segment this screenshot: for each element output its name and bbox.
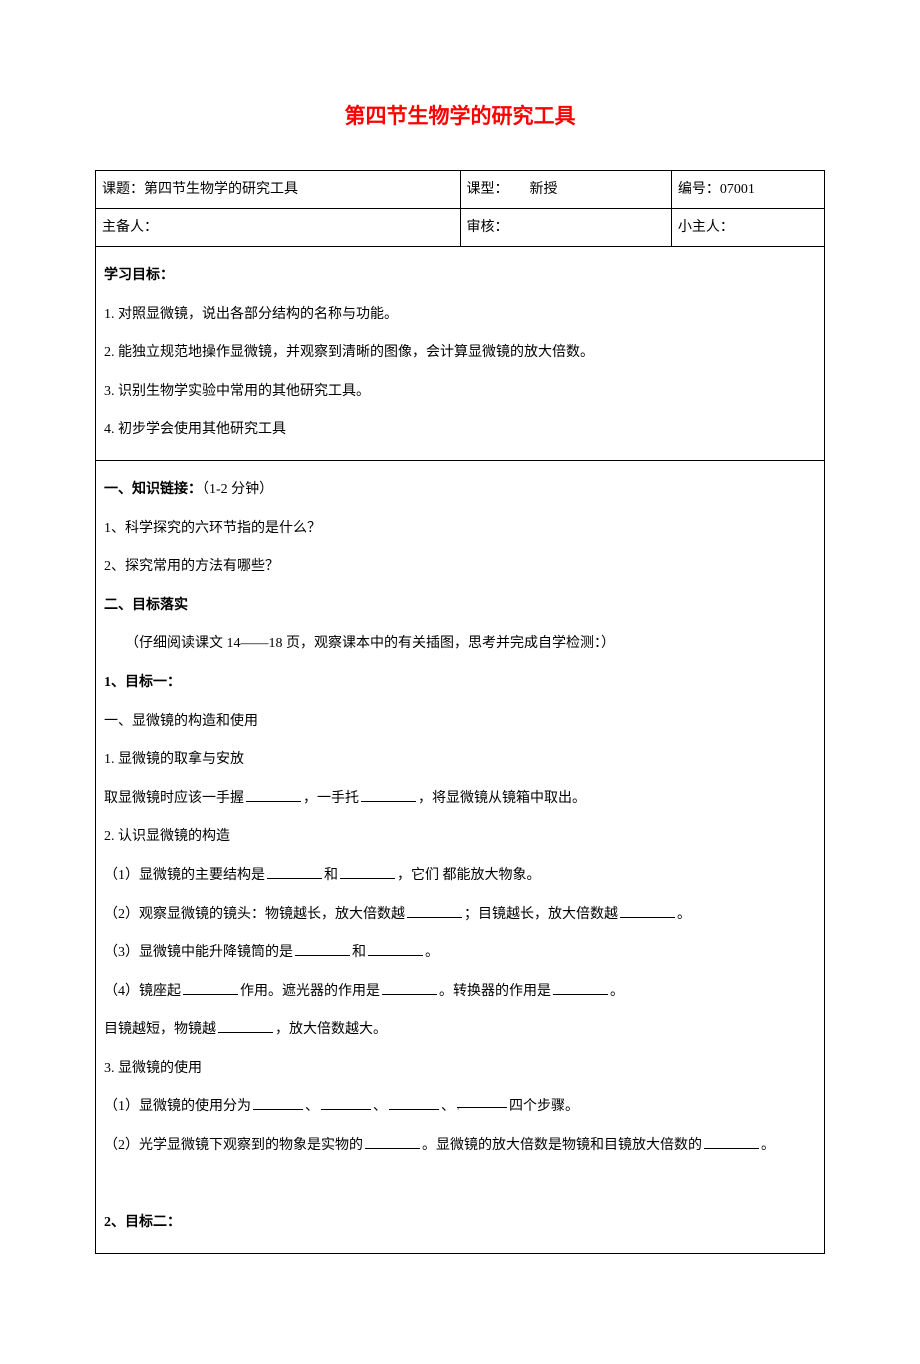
g1-p2-sub4: （4）镜座起 作用。遮光器的作用是 。转换器的作用是 。 — [104, 973, 816, 1012]
text-fragment: （2）观察显微镜的镜头：物镜越长，放大倍数越 — [104, 907, 405, 922]
s1-question-1: 1、科学探究的六环节指的是什么？ — [104, 510, 816, 549]
section-2-heading: 二、目标落实 — [104, 587, 816, 626]
blank-field[interactable] — [620, 904, 675, 918]
objectives-heading: 学习目标： — [104, 257, 816, 296]
text-fragment: 。 — [677, 907, 691, 922]
text-fragment: （1）显微镜的主要结构是 — [104, 868, 265, 883]
text-fragment: ，它们 都能放大物象。 — [397, 868, 541, 883]
g1-p3-sub2: （2）光学显微镜下观察到的物象是实物的 。显微镜的放大倍数是物镜和目镜放大倍数的 。 — [104, 1127, 816, 1166]
g1-point-2: 2. 认识显微镜的构造 — [104, 818, 816, 857]
g1-p3-sub1: （1）显微镜的使用分为、、、.四个步骤。 — [104, 1088, 816, 1127]
text-fragment: ，放大倍数越大。 — [275, 1022, 387, 1037]
blank-field[interactable] — [295, 942, 350, 956]
section-1-heading: 一、知识链接：（1-2 分钟） — [104, 471, 816, 510]
g1-point-1: 1. 显微镜的取拿与安放 — [104, 741, 816, 780]
reviewer-cell: 审核： — [460, 209, 671, 247]
blank-field[interactable] — [368, 942, 423, 956]
text-fragment: （4）镜座起 — [104, 984, 181, 999]
s1-question-2: 2、探究常用的方法有哪些？ — [104, 548, 816, 587]
text-fragment: 、 — [373, 1099, 387, 1114]
g1-p2-sub3: （3）显微镜中能升降镜筒的是 和 。 — [104, 934, 816, 973]
worksheet-table: 课题：第四节生物学的研究工具 课型： 新授 编号：07001 主备人： 审核： … — [95, 170, 825, 1254]
section-2-note: （仔细阅读课文 14——18 页，观察课本中的有关插图，思考并完成自学检测：） — [104, 625, 816, 664]
text-fragment: 和 — [352, 945, 366, 960]
header-row-1: 课题：第四节生物学的研究工具 课型： 新授 编号：07001 — [96, 171, 825, 209]
blank-field[interactable] — [340, 865, 395, 879]
objective-item: 3. 识别生物学实验中常用的其他研究工具。 — [104, 373, 816, 412]
blank-field[interactable] — [407, 904, 462, 918]
blank-field[interactable] — [382, 981, 437, 995]
blank-field[interactable] — [218, 1019, 273, 1033]
text-fragment: 。转换器的作用是 — [439, 984, 551, 999]
red-dot-icon: . — [457, 1102, 460, 1113]
g1-p2-sub5: 目镜越短，物镜越 ，放大倍数越大。 — [104, 1011, 816, 1050]
blank-field[interactable] — [253, 1096, 303, 1110]
goal-1-title: 一、显微镜的构造和使用 — [104, 703, 816, 742]
blank-field[interactable] — [704, 1135, 759, 1149]
preparer-cell: 主备人： — [96, 209, 461, 247]
blank-field[interactable] — [365, 1135, 420, 1149]
objective-item: 4. 初步学会使用其他研究工具 — [104, 411, 816, 450]
goal-1-heading: 1、目标一： — [104, 664, 816, 703]
class-type-cell: 课型： 新授 — [460, 171, 671, 209]
body-row: 一、知识链接：（1-2 分钟） 1、科学探究的六环节指的是什么？ 2、探究常用的… — [96, 460, 825, 1253]
text-fragment: ；目镜越长，放大倍数越 — [464, 907, 618, 922]
spacer — [104, 1166, 816, 1205]
blank-field[interactable] — [267, 865, 322, 879]
objectives-cell: 学习目标： 1. 对照显微镜，说出各部分结构的名称与功能。 2. 能独立规范地操… — [96, 247, 825, 461]
section-1-time: （1-2 分钟） — [202, 482, 273, 497]
objective-item: 2. 能独立规范地操作显微镜，并观察到清晰的图像，会计算显微镜的放大倍数。 — [104, 334, 816, 373]
blank-field[interactable] — [183, 981, 238, 995]
text-fragment: 。 — [761, 1138, 775, 1153]
text-fragment: 。 — [610, 984, 624, 999]
blank-field[interactable] — [389, 1096, 439, 1110]
blank-field[interactable]: . — [457, 1094, 507, 1108]
text-fragment: 、 — [441, 1099, 455, 1114]
topic-cell: 课题：第四节生物学的研究工具 — [96, 171, 461, 209]
section-1-label: 一、知识链接： — [104, 482, 202, 497]
objective-item: 1. 对照显微镜，说出各部分结构的名称与功能。 — [104, 296, 816, 335]
header-row-2: 主备人： 审核： 小主人： — [96, 209, 825, 247]
text-fragment: 。显微镜的放大倍数是物镜和目镜放大倍数的 — [422, 1138, 702, 1153]
body-cell: 一、知识链接：（1-2 分钟） 1、科学探究的六环节指的是什么？ 2、探究常用的… — [96, 460, 825, 1253]
g1-p1-fill: 取显微镜时应该一手握 ，一手托 ，将显微镜从镜箱中取出。 — [104, 780, 816, 819]
g1-point-3: 3. 显微镜的使用 — [104, 1050, 816, 1089]
objectives-row: 学习目标： 1. 对照显微镜，说出各部分结构的名称与功能。 2. 能独立规范地操… — [96, 247, 825, 461]
blank-field[interactable] — [246, 788, 301, 802]
text-fragment: （2）光学显微镜下观察到的物象是实物的 — [104, 1138, 363, 1153]
blank-field[interactable] — [361, 788, 416, 802]
blank-field[interactable] — [553, 981, 608, 995]
g1-p2-sub2: （2）观察显微镜的镜头：物镜越长，放大倍数越 ；目镜越长，放大倍数越 。 — [104, 896, 816, 935]
text-fragment: 四个步骤。 — [509, 1099, 579, 1114]
text-fragment: 。 — [425, 945, 439, 960]
document-title: 第四节生物学的研究工具 — [95, 100, 825, 130]
text-fragment: 取显微镜时应该一手握 — [104, 791, 244, 806]
text-fragment: 、 — [305, 1099, 319, 1114]
text-fragment: 作用。遮光器的作用是 — [240, 984, 380, 999]
text-fragment: 和 — [324, 868, 338, 883]
text-fragment: ，一手托 — [303, 791, 359, 806]
page-container: 第四节生物学的研究工具 课题：第四节生物学的研究工具 课型： 新授 编号：070… — [0, 0, 920, 1364]
number-cell: 编号：07001 — [671, 171, 824, 209]
text-fragment: ，将显微镜从镜箱中取出。 — [418, 791, 586, 806]
g1-p2-sub1: （1）显微镜的主要结构是 和 ，它们 都能放大物象。 — [104, 857, 816, 896]
text-fragment: （3）显微镜中能升降镜筒的是 — [104, 945, 293, 960]
goal-2-heading: 2、目标二： — [104, 1204, 816, 1243]
text-fragment: 目镜越短，物镜越 — [104, 1022, 216, 1037]
blank-field[interactable] — [321, 1096, 371, 1110]
text-fragment: （1）显微镜的使用分为 — [104, 1099, 251, 1114]
owner-cell: 小主人： — [671, 209, 824, 247]
